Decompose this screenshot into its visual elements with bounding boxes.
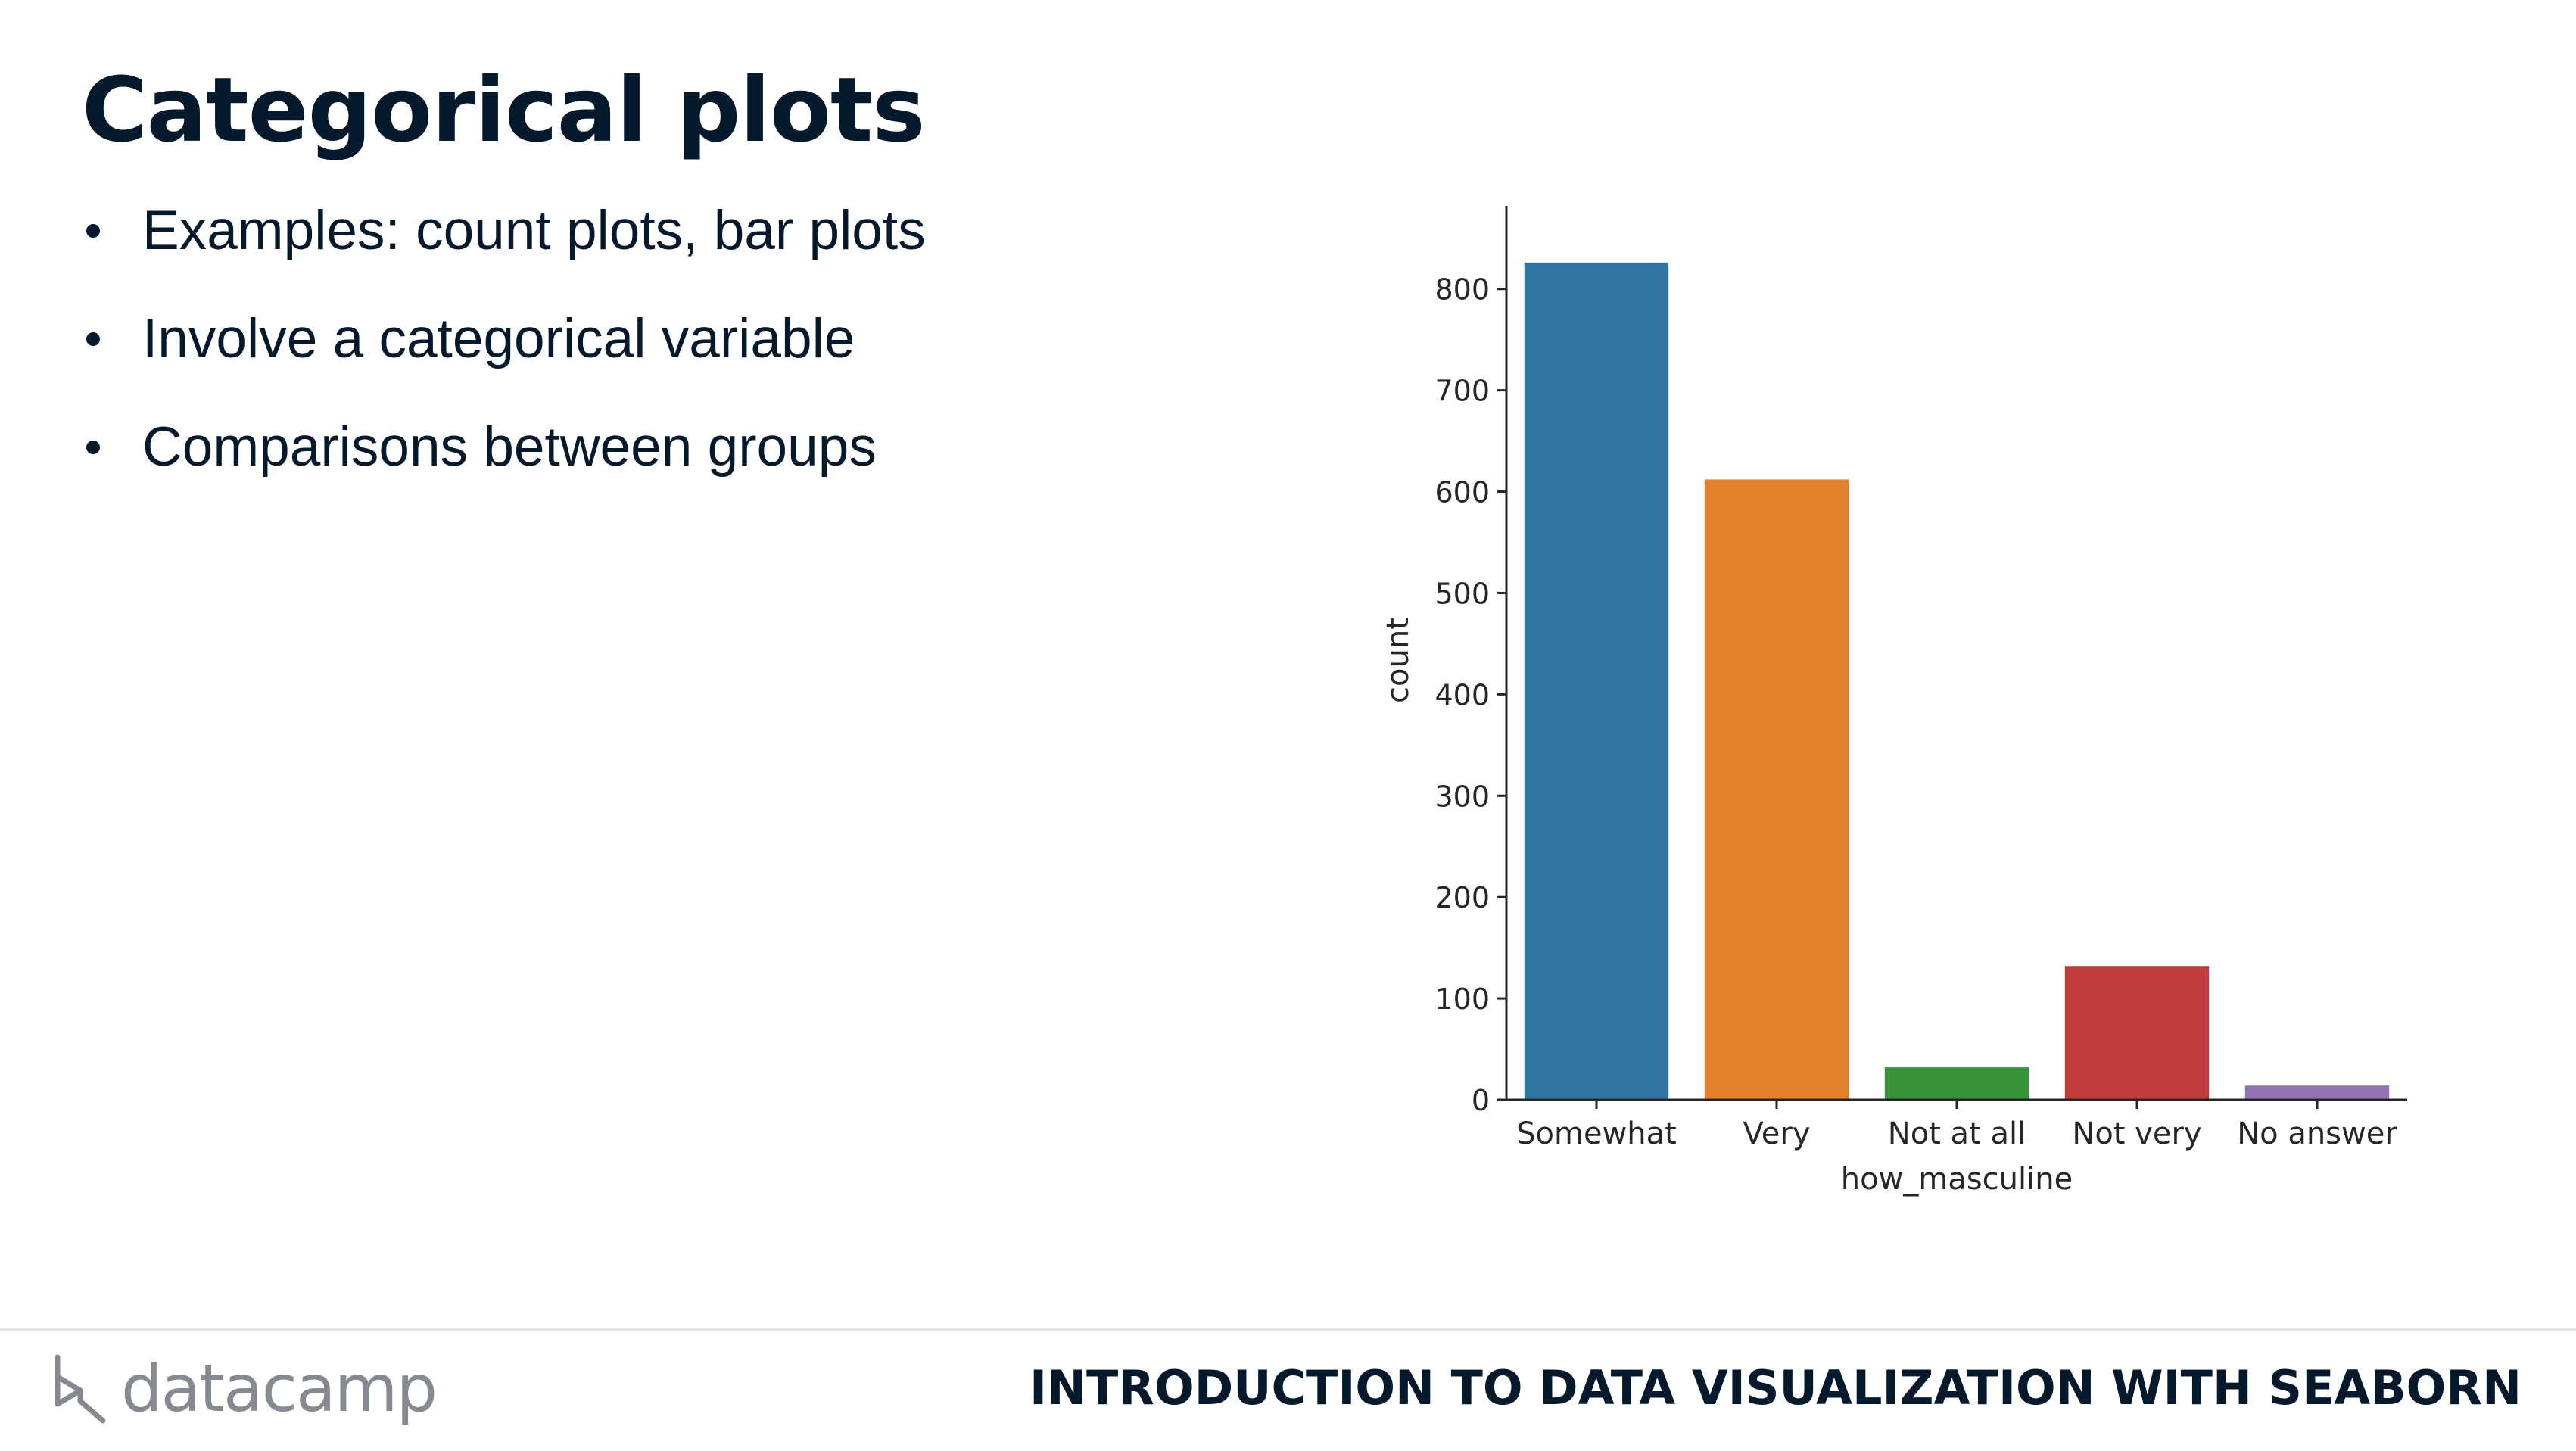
- x-ticks-group: Somewhat Very Not at all Not very No answer: [1516, 1100, 2397, 1151]
- x-tick-label: Very: [1743, 1116, 1811, 1151]
- y-tick-label: 600: [1434, 476, 1490, 509]
- y-tick-label: 800: [1434, 273, 1490, 307]
- bullet-dot-icon: [86, 224, 100, 238]
- bars-group: [1524, 262, 2390, 1101]
- datacamp-logo: datacamp: [50, 1347, 438, 1431]
- bar-very: [1704, 479, 1849, 1100]
- y-tick-label: 300: [1434, 780, 1490, 813]
- bullet-dot-icon: [86, 441, 100, 454]
- y-axis-label: count: [1381, 618, 1416, 703]
- bullet-list: Examples: count plots, bar plots Involve…: [82, 185, 926, 510]
- y-tick-label: 700: [1434, 375, 1490, 408]
- bar-not-very: [2064, 966, 2210, 1100]
- bar-not-at-all: [1884, 1067, 2029, 1100]
- y-ticks-group: 0 100 200 300 400 500 600 700 800: [1434, 273, 1506, 1117]
- x-tick-label: Not very: [2072, 1116, 2201, 1151]
- y-tick-label: 500: [1434, 577, 1490, 610]
- bar-somewhat: [1524, 262, 1669, 1101]
- bullet-dot-icon: [86, 332, 100, 346]
- bullet-text: Examples: count plots, bar plots: [142, 200, 926, 261]
- slide-title: Categorical plots: [82, 58, 926, 162]
- bullet-item: Examples: count plots, bar plots: [82, 185, 926, 294]
- course-title: INTRODUCTION TO DATA VISUALIZATION WITH …: [1029, 1360, 2521, 1415]
- y-tick-label: 100: [1434, 982, 1490, 1016]
- bullet-text: Involve a categorical variable: [142, 308, 855, 369]
- count-plot: 0 100 200 300 400 500 600 700 800 Somewhat Very No…: [1381, 206, 2407, 1197]
- x-tick-label: No answer: [2237, 1116, 2397, 1151]
- x-tick-label: Somewhat: [1516, 1116, 1677, 1151]
- x-tick-label: Not at all: [1888, 1116, 2026, 1151]
- x-axis-label: how_masculine: [1841, 1162, 2073, 1197]
- datacamp-logo-text: datacamp: [121, 1351, 438, 1427]
- y-tick-label: 200: [1434, 881, 1490, 914]
- datacamp-logo-icon: [55, 1354, 106, 1424]
- bullet-text: Comparisons between groups: [142, 416, 877, 478]
- bullet-item: Comparisons between groups: [82, 402, 926, 510]
- y-tick-label: 400: [1434, 678, 1490, 711]
- bar-no-answer: [2244, 1085, 2390, 1100]
- bullet-item: Involve a categorical variable: [82, 294, 926, 402]
- y-tick-label: 0: [1472, 1084, 1490, 1117]
- footer-divider: [0, 1328, 2576, 1331]
